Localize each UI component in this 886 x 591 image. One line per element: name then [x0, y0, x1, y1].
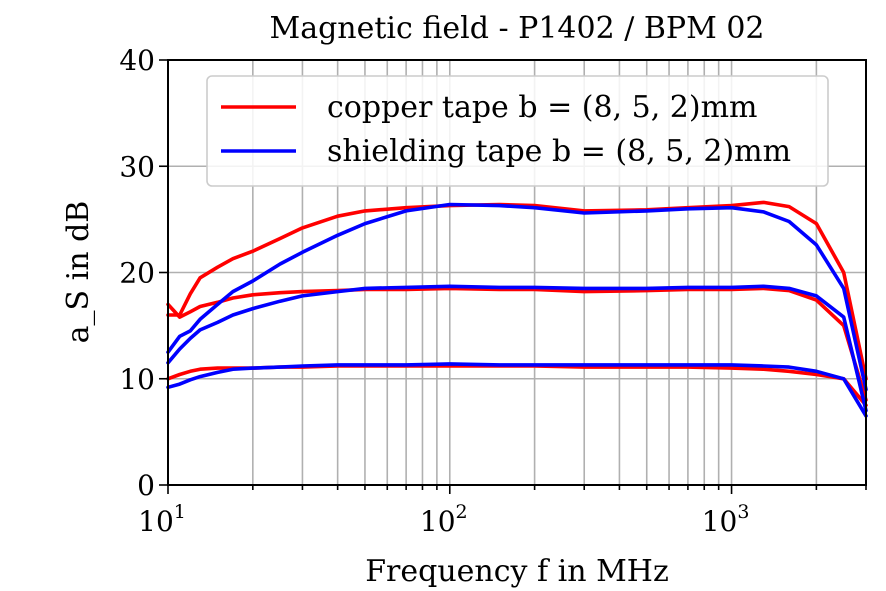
shielding-series-line-3	[166, 202, 868, 392]
shielding-series-line-4	[166, 284, 868, 413]
shielding-series-line-5	[166, 362, 868, 418]
copper-series-line-1	[166, 286, 868, 402]
x-tick-label: 101	[138, 501, 186, 538]
x-axis-label: Frequency f in MHz	[365, 554, 669, 589]
legend-label-copper: copper tape b = (8, 5, 2)mm	[327, 90, 757, 125]
legend-label-shielding: shielding tape b = (8, 5, 2)mm	[327, 134, 791, 169]
y-tick-label: 30	[119, 150, 155, 183]
legend-box	[206, 75, 829, 187]
y-tick-labels: 0 10 20 30 40	[119, 44, 155, 502]
chart-title: Magnetic field - P1402 / BPM 02	[269, 11, 764, 46]
y-tick-label: 40	[119, 44, 155, 77]
x-tick-label: 102	[420, 501, 468, 538]
series-lines	[166, 200, 868, 418]
x-tick-labels: 101 102 103	[138, 501, 749, 538]
y-tick-label: 0	[137, 469, 155, 502]
copper-series-line-2	[166, 364, 868, 408]
axis-ticks	[159, 59, 867, 494]
y-axis-label: a_S in dB	[61, 201, 96, 344]
x-tick-label: 103	[702, 501, 750, 538]
legend: copper tape b = (8, 5, 2)mm shielding ta…	[206, 75, 829, 187]
y-tick-label: 20	[119, 257, 155, 290]
y-tick-label: 10	[119, 363, 155, 396]
